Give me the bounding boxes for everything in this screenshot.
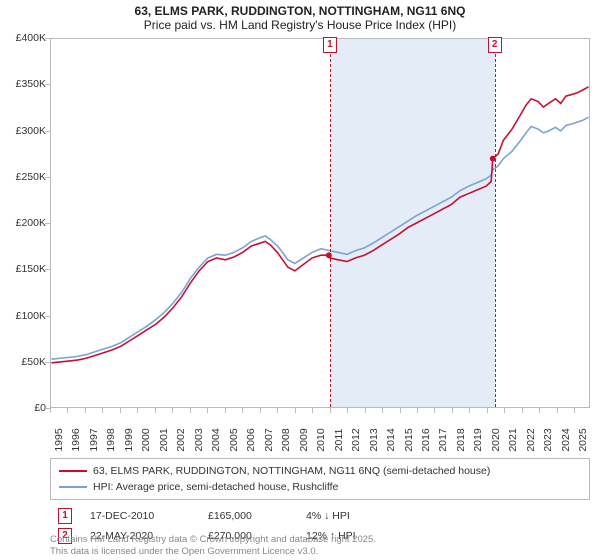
legend-row-blue: HPI: Average price, semi-detached house,… (59, 479, 581, 495)
x-label: 2000 (140, 428, 152, 451)
y-label: £100K (16, 310, 46, 322)
legend-label-red: 63, ELMS PARK, RUDDINGTON, NOTTINGHAM, N… (93, 463, 490, 479)
x-label: 2010 (315, 428, 327, 451)
legend-row-red: 63, ELMS PARK, RUDDINGTON, NOTTINGHAM, N… (59, 463, 581, 479)
x-label: 2018 (455, 428, 467, 451)
y-label: £350K (16, 78, 46, 90)
x-label: 1996 (70, 428, 82, 451)
x-label: 2008 (280, 428, 292, 451)
chart-subtitle: Price paid vs. HM Land Registry's House … (0, 18, 600, 32)
legend-swatch-blue (59, 486, 87, 488)
x-label: 2025 (577, 428, 589, 451)
marker-line-2 (495, 39, 496, 407)
chart-title: 63, ELMS PARK, RUDDINGTON, NOTTINGHAM, N… (0, 4, 600, 18)
x-label: 2011 (333, 429, 345, 452)
x-label: 2005 (228, 428, 240, 451)
x-label: 2021 (507, 428, 519, 451)
legend-label-blue: HPI: Average price, semi-detached house,… (93, 479, 338, 495)
y-label: £400K (16, 32, 46, 44)
x-label: 2014 (385, 428, 397, 451)
x-label: 2020 (490, 428, 502, 451)
x-label: 2017 (437, 428, 449, 451)
footer-line1: Contains HM Land Registry data © Crown c… (50, 534, 590, 546)
x-label: 2013 (368, 428, 380, 451)
legend-block: 63, ELMS PARK, RUDDINGTON, NOTTINGHAM, N… (50, 458, 590, 546)
trx-date: 17-DEC-2010 (90, 510, 190, 522)
x-label: 2016 (420, 428, 432, 451)
x-label: 1999 (123, 428, 135, 451)
footer: Contains HM Land Registry data © Crown c… (50, 534, 590, 558)
marker-dot-1 (326, 252, 332, 258)
series-blue (51, 117, 588, 359)
marker-box-1: 1 (323, 37, 337, 53)
x-label: 2001 (158, 428, 170, 451)
x-label: 2015 (403, 428, 415, 451)
line-series (51, 39, 589, 407)
x-label: 2019 (472, 428, 484, 451)
x-axis-labels: 1995 1996 1997 1998 1999 2000 2001 2002 2003 2004… (50, 410, 590, 448)
x-label: 2007 (263, 428, 275, 451)
x-label: 2023 (542, 428, 554, 451)
x-label: 2012 (350, 428, 362, 451)
x-label: 2022 (525, 428, 537, 451)
title-block: 63, ELMS PARK, RUDDINGTON, NOTTINGHAM, N… (0, 0, 600, 34)
x-label: 2024 (560, 428, 572, 451)
plot-area: 12 (50, 38, 590, 408)
series-red (51, 87, 588, 363)
chart: £0£50K£100K£150K£200K£250K£300K£350K£400… (0, 34, 600, 452)
footer-line2: This data is licensed under the Open Gov… (50, 546, 590, 558)
y-label: £150K (16, 263, 46, 275)
x-label: 2003 (193, 428, 205, 451)
transaction-row: 1 17-DEC-2010 £165,000 4% ↓ HPI (50, 506, 590, 526)
trx-marker: 1 (58, 508, 72, 524)
y-label: £250K (16, 171, 46, 183)
y-axis-labels: £0£50K£100K£150K£200K£250K£300K£350K£400… (0, 38, 50, 408)
y-label: £50K (21, 356, 46, 368)
x-label: 2004 (210, 428, 222, 451)
marker-line-1 (330, 39, 331, 407)
y-label: £300K (16, 125, 46, 137)
trx-price: £165,000 (208, 510, 288, 522)
x-label: 2006 (245, 428, 257, 451)
trx-delta: 4% ↓ HPI (306, 510, 350, 522)
marker-box-2: 2 (488, 37, 502, 53)
x-label: 2002 (175, 428, 187, 451)
x-label: 2009 (298, 428, 310, 451)
y-label: £200K (16, 217, 46, 229)
x-label: 1995 (53, 428, 65, 451)
legend-swatch-red (59, 470, 87, 472)
x-label: 1998 (105, 428, 117, 451)
legend-box: 63, ELMS PARK, RUDDINGTON, NOTTINGHAM, N… (50, 458, 590, 500)
x-label: 1997 (88, 428, 100, 451)
